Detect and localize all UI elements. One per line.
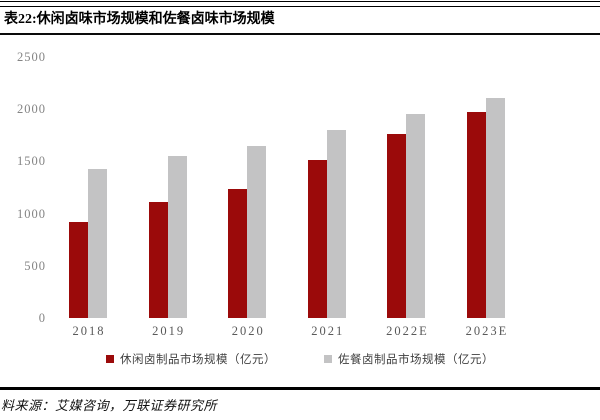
chart-legend: 休闲卤制品市场规模（亿元） 佐餐卤制品市场规模（亿元）	[0, 351, 600, 367]
legend-item-series1: 休闲卤制品市场规模（亿元）	[106, 351, 276, 367]
y-axis-tick-label: 1500	[17, 154, 46, 169]
bar-series1-2019	[148, 202, 168, 318]
legend-swatch-icon	[106, 355, 114, 363]
bar-series1-2023E	[467, 112, 486, 318]
y-axis-tick-label: 1000	[17, 206, 46, 221]
bar-series2-2019	[167, 156, 187, 318]
x-axis-tick-label: 2020	[231, 324, 265, 338]
bar-series1-2020	[228, 189, 248, 318]
bar-series2-2020	[247, 146, 267, 318]
y-axis-tick-label: 0	[38, 311, 46, 325]
bar-series1-2018	[69, 222, 88, 318]
bar-series2-2021	[326, 130, 346, 318]
bar-series2-2023E	[486, 98, 505, 318]
y-axis-tick-label: 2000	[17, 102, 46, 117]
chart-title: 表22:休闲卤味市场规模和佐餐卤味市场规模	[0, 8, 600, 35]
x-axis-tick-label: 2023E	[465, 324, 509, 338]
x-axis-tick-label: 2022E	[386, 324, 429, 338]
y-axis-tick-label: 2500	[17, 50, 46, 64]
bar-series2-2018	[88, 169, 107, 318]
bar-chart-plot-area: 0 500 1000 1500 2000 2500 2018 2019 2020 2021 2022…	[0, 36, 600, 352]
bar-series1-2022E	[387, 134, 407, 318]
x-axis-tick-label: 2021	[311, 324, 345, 338]
x-axis-tick-label: 2019	[152, 324, 186, 338]
bar-series1-2021	[307, 160, 327, 318]
top-double-rule	[0, 1, 600, 7]
legend-label: 佐餐卤制品市场规模（亿元）	[338, 354, 494, 366]
legend-item-series2: 佐餐卤制品市场规模（亿元）	[324, 351, 494, 367]
source-note: 料来源：艾媒咨询，万联证券研究所	[1, 398, 218, 413]
y-axis-tick-label: 500	[24, 258, 46, 273]
legend-swatch-icon	[324, 355, 332, 363]
x-axis-tick-label: 2018	[72, 324, 106, 338]
legend-label: 休闲卤制品市场规模（亿元）	[120, 354, 276, 366]
bar-series2-2022E	[406, 114, 426, 318]
bottom-rule	[0, 387, 600, 390]
